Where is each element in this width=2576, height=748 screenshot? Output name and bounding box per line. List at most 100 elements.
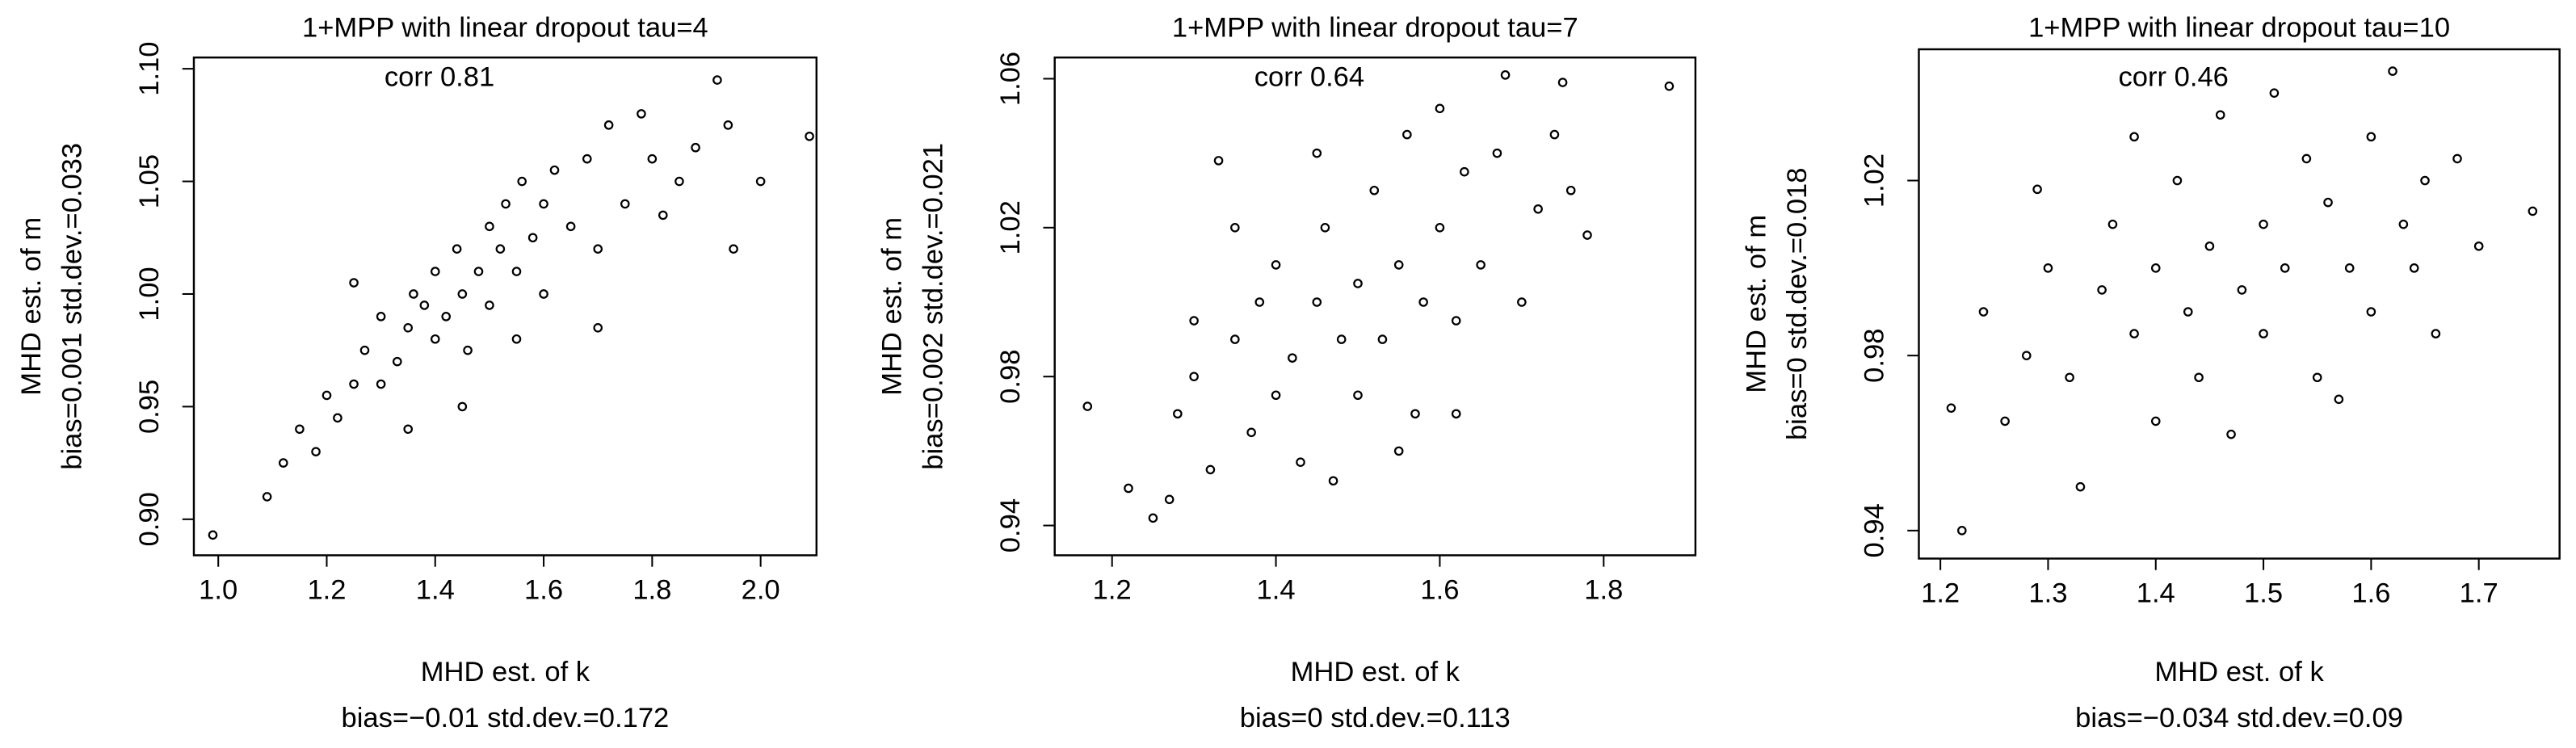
point [637,109,646,119]
point [2334,394,2344,405]
point [1393,446,1404,456]
point [376,379,386,389]
point [2204,241,2215,251]
point [2528,206,2538,216]
point [2021,351,2032,360]
point [1353,390,1363,401]
point [674,176,684,187]
point [403,424,414,435]
x-axis-label: bias=0 std.dev.=0.113 [1240,703,1511,733]
point [549,165,560,175]
point [2280,263,2290,273]
point [2237,285,2247,295]
point [2097,285,2107,295]
y-tick-label: 1.02 [995,200,1026,254]
point [419,300,430,310]
x-tick-label: 1.4 [416,574,455,605]
point [349,379,359,389]
point [1393,260,1404,270]
point [1377,334,1388,344]
point [321,390,332,401]
point [620,199,630,209]
point [457,401,468,412]
x-axis-label: MHD est. of k [421,657,590,687]
point [2452,153,2462,164]
y-axis-label: bias=0.002 std.dev.=0.021 [918,143,948,470]
x-tick-label: 1.8 [1584,574,1623,605]
point [691,142,700,153]
x-tick-label: 1.4 [1257,574,1296,605]
point [359,345,370,355]
point [1565,185,1576,195]
point [517,176,527,187]
point [1336,334,1347,344]
y-tick-label: 0.98 [995,350,1026,404]
point [723,120,733,130]
point [2431,329,2441,338]
plot-box [192,56,818,557]
point [1189,372,1199,381]
y-tick-label: 1.06 [995,52,1026,106]
point [2269,88,2280,98]
point [1500,70,1511,80]
x-tick-label: 1.6 [524,574,563,605]
point [2366,132,2376,142]
point [1978,307,1989,317]
point [1402,129,1412,140]
point [463,345,473,355]
point [2150,416,2161,427]
point [1492,148,1502,158]
point [333,413,342,423]
point [2032,184,2042,195]
y-tick-label: 0.90 [134,492,165,546]
point [2312,372,2322,383]
point [1271,260,1281,270]
point [1533,204,1543,214]
point [2183,307,2193,317]
point [1246,427,1256,438]
point [2398,219,2409,229]
x-axis-label: MHD est. of k [2154,657,2324,687]
x-tick-label: 1.0 [199,574,237,605]
point [1213,156,1224,166]
x-axis-label: MHD est. of k [1291,657,1460,687]
y-tick-label: 0.94 [995,498,1026,553]
point [2301,153,2312,164]
y-tick-label: 1.02 [1860,153,1890,208]
point [430,267,440,276]
y-axis-label: bias=0 std.dev.=0.018 [1782,167,1813,440]
point [647,153,658,164]
y-tick-label: 0.95 [134,380,165,434]
x-tick-label: 1.6 [2351,578,2390,608]
point [2172,175,2183,186]
point [565,221,576,232]
point [2075,481,2086,492]
point [658,210,668,221]
x-tick-label: 1.2 [1921,578,1960,608]
chart-title: 1+MPP with linear dropout tau=10 [2028,13,2450,44]
point [495,244,506,254]
x-tick-label: 1.8 [632,574,671,605]
point [2473,241,2484,251]
point [2420,175,2430,186]
x-tick-label: 2.0 [742,574,780,605]
x-tick-label: 1.4 [2137,578,2175,608]
y-tick-label: 1.05 [134,154,165,208]
x-tick-label: 1.7 [2460,578,2498,608]
point [1230,334,1240,344]
point [1320,223,1330,233]
point [593,244,603,254]
x-axis-label: bias=−0.01 std.dev.=0.172 [341,703,669,733]
point [1082,401,1093,411]
point [501,199,511,209]
point [392,356,402,367]
point [441,312,452,321]
point [511,267,522,276]
point [1418,297,1428,307]
point [2194,372,2204,383]
plot-box [1053,56,1697,557]
point [603,120,614,130]
point [452,244,462,254]
